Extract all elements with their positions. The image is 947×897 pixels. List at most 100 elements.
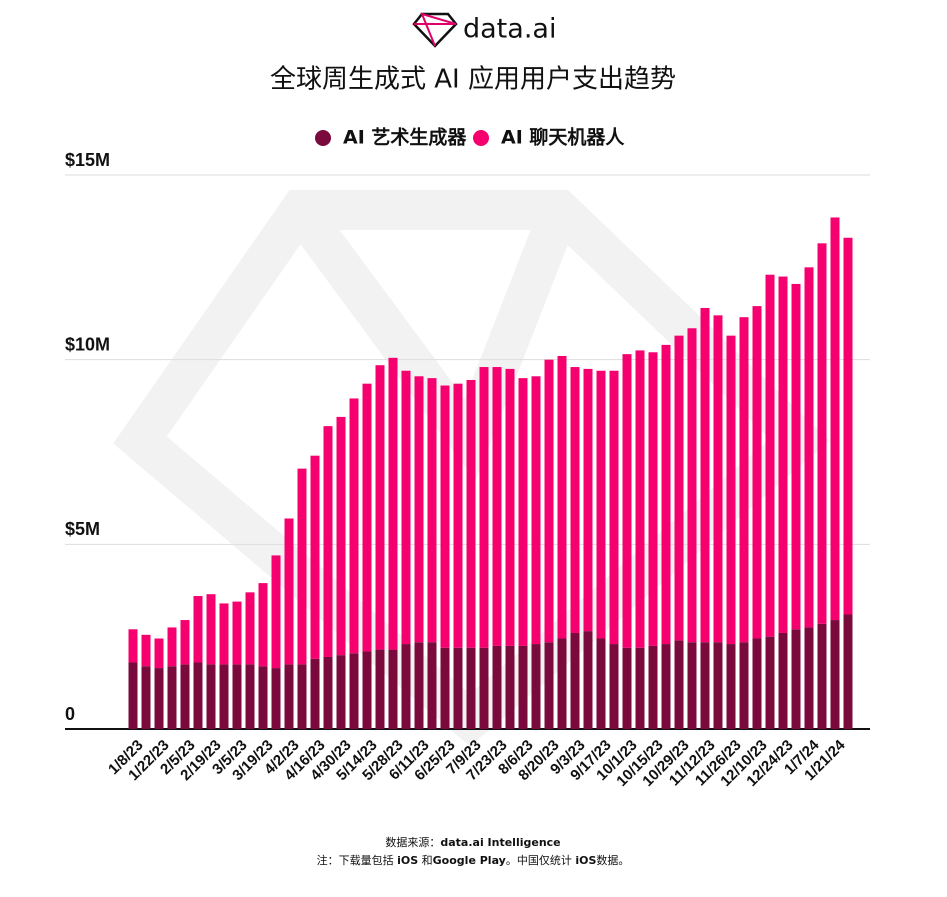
bar-segment bbox=[674, 335, 684, 641]
bar-segment bbox=[648, 352, 658, 646]
bar-segment bbox=[245, 592, 255, 665]
bar-segment bbox=[297, 664, 307, 729]
bar-segment bbox=[427, 642, 437, 729]
note-text: 和 bbox=[418, 854, 433, 867]
legend: AI 艺术生成器 AI 聊天机器人 bbox=[315, 126, 625, 149]
bar-segment bbox=[843, 614, 853, 729]
legend-swatch bbox=[315, 130, 331, 146]
bar-segment bbox=[349, 398, 359, 654]
bar-segment bbox=[271, 555, 281, 669]
bar-segment bbox=[336, 655, 346, 729]
bar-segment bbox=[141, 634, 151, 667]
legend-label: AI 艺术生成器 bbox=[343, 126, 467, 149]
bar-segment bbox=[752, 306, 762, 639]
bar-segment bbox=[713, 642, 723, 729]
bar-segment bbox=[310, 455, 320, 659]
bar-segment bbox=[258, 666, 268, 729]
bar-segment bbox=[765, 274, 775, 637]
bar-segment bbox=[271, 668, 281, 729]
bar-segment bbox=[531, 376, 541, 645]
legend-swatch bbox=[473, 130, 489, 146]
bar-segment bbox=[505, 368, 515, 646]
bar-segment bbox=[687, 642, 697, 729]
bar-segment bbox=[661, 644, 671, 729]
bar-segment bbox=[570, 632, 580, 729]
bar-segment bbox=[596, 370, 606, 639]
bar-segment bbox=[193, 662, 203, 729]
bar-segment bbox=[713, 315, 723, 643]
bar-segment bbox=[765, 636, 775, 729]
bar-segment bbox=[401, 644, 411, 729]
bar-segment bbox=[531, 644, 541, 729]
bar-segment bbox=[427, 378, 437, 643]
brand: data.ai bbox=[463, 14, 556, 45]
bar-segment bbox=[557, 638, 567, 729]
legend-label: AI 聊天机器人 bbox=[501, 126, 625, 149]
bar-segment bbox=[453, 383, 463, 648]
bar-segment bbox=[128, 629, 138, 663]
bar-segment bbox=[440, 385, 450, 648]
bar-segment bbox=[635, 350, 645, 648]
bar-segment bbox=[154, 668, 164, 729]
bar-segment bbox=[219, 664, 229, 729]
y-tick-label: 0 bbox=[65, 704, 75, 724]
source-text: 数据来源： bbox=[385, 835, 440, 849]
bar-segment bbox=[336, 416, 346, 656]
bar-segment bbox=[258, 583, 268, 667]
bar-segment bbox=[453, 647, 463, 729]
bar-segment bbox=[700, 307, 710, 643]
bar-segment bbox=[778, 632, 788, 729]
bar-segment bbox=[843, 237, 853, 615]
bar-segment bbox=[362, 383, 372, 652]
bar-segment bbox=[557, 355, 567, 639]
bar-segment bbox=[739, 317, 749, 643]
bar-segment bbox=[583, 368, 593, 632]
bar-segment bbox=[167, 666, 177, 729]
bar-segment bbox=[206, 594, 216, 665]
bar-segment bbox=[778, 276, 788, 633]
bar-segment bbox=[414, 376, 424, 643]
bar-segment bbox=[817, 623, 827, 729]
bar-segment bbox=[323, 656, 333, 729]
bar-segment bbox=[804, 627, 814, 729]
bar-segment bbox=[440, 647, 450, 729]
bar-segment bbox=[661, 344, 671, 645]
bar-segment bbox=[479, 367, 489, 648]
bar-segment bbox=[544, 359, 554, 643]
bar-segment bbox=[518, 645, 528, 729]
bar-segment bbox=[518, 378, 528, 646]
bar-segment bbox=[622, 354, 632, 648]
bar-segment bbox=[206, 664, 216, 729]
chart-title: 全球周生成式 AI 应用用户支出趋势 bbox=[270, 65, 676, 95]
bar-segment bbox=[362, 651, 372, 729]
bar-segment bbox=[609, 370, 619, 645]
note-text: iOS bbox=[575, 854, 596, 867]
bar-segment bbox=[687, 328, 697, 643]
bar-segment bbox=[726, 644, 736, 729]
bar-segment bbox=[388, 357, 398, 650]
bar-segment bbox=[232, 601, 242, 665]
bar-segment bbox=[492, 645, 502, 729]
bar-segment bbox=[492, 367, 502, 646]
bar-segment bbox=[193, 596, 203, 663]
bar-segment bbox=[817, 243, 827, 624]
y-tick-label: $10M bbox=[65, 334, 110, 354]
bar-segment bbox=[375, 649, 385, 729]
logo: data.ai bbox=[412, 12, 556, 48]
y-tick-label: $5M bbox=[65, 519, 100, 539]
note-text: 注：下载量包括 bbox=[317, 853, 398, 867]
bar-segment bbox=[739, 642, 749, 729]
bar-segment bbox=[401, 370, 411, 645]
note-text: 。中国仅统计 bbox=[506, 854, 576, 867]
bar-segment bbox=[180, 620, 190, 665]
bar-segment bbox=[284, 664, 294, 729]
bar-segment bbox=[635, 647, 645, 729]
bar-segment bbox=[297, 468, 307, 665]
bar-segment bbox=[570, 367, 580, 633]
bar-segment bbox=[804, 267, 814, 628]
bar-segment bbox=[830, 620, 840, 729]
bar-segment bbox=[466, 379, 476, 648]
bar-segment bbox=[791, 629, 801, 729]
bar-segment bbox=[219, 603, 229, 665]
